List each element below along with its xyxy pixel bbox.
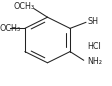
Text: NH₂: NH₂ [86, 57, 101, 66]
Text: HCl: HCl [86, 42, 100, 51]
Text: SH: SH [86, 17, 97, 26]
Text: OCH₃: OCH₃ [0, 24, 21, 33]
Text: OCH₃: OCH₃ [13, 2, 34, 10]
